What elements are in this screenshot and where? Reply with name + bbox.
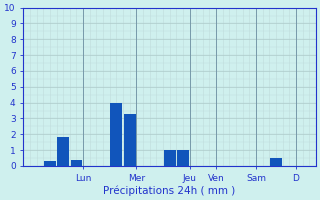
Bar bbox=[44, 161, 56, 166]
Bar bbox=[124, 114, 136, 166]
Bar bbox=[177, 150, 189, 166]
Bar bbox=[110, 103, 122, 166]
X-axis label: Précipitations 24h ( mm ): Précipitations 24h ( mm ) bbox=[103, 185, 236, 196]
Bar bbox=[70, 160, 83, 166]
Bar bbox=[164, 150, 176, 166]
Bar bbox=[270, 158, 282, 166]
Bar bbox=[57, 137, 69, 166]
